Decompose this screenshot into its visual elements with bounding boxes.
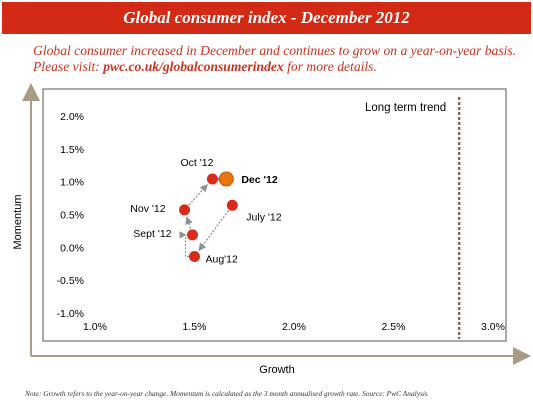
point-sept-12 [187,229,199,241]
intro-text: Global consumer increased in December an… [33,43,528,75]
footnote: Note: Growth refers to the year-on-year … [25,389,428,398]
plot-area [42,88,507,342]
label-dec-12: Dec '12 [241,174,278,186]
y-tick-label: -1.0% [57,308,84,320]
intro-link[interactable]: pwc.co.uk/globalconsumerindex [103,59,284,74]
x-tick-label: 1.0% [83,321,107,333]
path-arrow [179,231,189,258]
path-arrow [198,210,229,252]
x-tick-label: 2.0% [282,321,306,333]
label-nov-12: Nov '12 [130,203,165,215]
intro-suffix: for more details. [283,59,377,74]
point-nov-12 [179,204,191,216]
y-tick-label: 2.0% [60,111,84,123]
y-tick-label: 1.0% [60,177,84,189]
y-tick-label: -0.5% [57,275,84,287]
intro-line-1: Global consumer increased in December an… [33,43,517,58]
long-term-trend-label: Long term trend [365,102,446,114]
x-tick-label: 1.5% [183,321,207,333]
chart-banner: Global consumer index - December 2012 [2,2,531,34]
point-oct-12 [206,173,218,185]
y-axis-label: Momentum [12,194,24,249]
x-tick-label: 2.5% [382,321,406,333]
path-arrow [188,184,208,206]
y-tick-label: 0.5% [60,210,84,222]
label-july-12: July '12 [246,211,281,223]
point-dec-12 [218,171,234,187]
banner-title: Global consumer index - December 2012 [123,8,410,27]
x-axis-label: Growth [259,364,294,376]
intro-line-2: Please visit: pwc.co.uk/globalconsumerin… [33,59,528,75]
intro-prefix: Please visit: [33,59,104,74]
point-aug-12 [189,251,200,263]
x-tick-label: 3.0% [481,321,505,333]
point-july-12 [226,199,238,211]
label-aug-12: Aug'12 [206,254,239,266]
y-tick-label: 1.5% [60,144,84,156]
label-sept-12: Sept '12 [133,228,171,240]
y-tick-label: 0.0% [60,242,84,254]
label-oct-12: Oct '12 [180,157,213,169]
